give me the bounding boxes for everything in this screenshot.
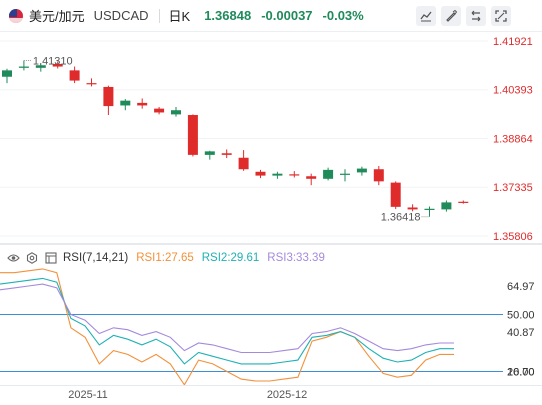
candle-body [204,151,215,155]
candle-body [390,182,401,207]
rsi1-value: RSI1:27.65 [136,252,194,264]
candle-body [69,70,80,81]
rsi-axis-label: 16.70 [507,367,535,379]
price-change-percent: -0.03% [322,8,364,23]
separator [158,8,160,23]
indicator-icon[interactable] [416,6,436,26]
price-axis-label: 1.41921 [493,36,533,48]
rsi-axis-label: 40.87 [507,327,535,339]
symbol-bar: 美元/加元 USDCAD 日K 1.36848 -0.00037 -0.03% [0,0,542,32]
price-axis-label: 1.35806 [493,231,533,243]
candle-body [221,153,232,155]
price-chart[interactable]: 1.41921 1.40393 1.38864 1.37335 1.35806 1.413… [0,32,542,244]
compare-icon[interactable] [466,6,486,26]
timeframe-selector[interactable]: 日K [168,9,191,24]
rsi-axis-label: 50.00 [507,310,535,322]
candle-body [238,157,249,170]
settings-gear-icon[interactable] [25,251,39,265]
candle-body [187,115,198,155]
candle-body [171,110,181,115]
visibility-eye-icon[interactable] [6,251,20,265]
rsi-series-rsi1 [0,268,454,385]
price-change: -0.00037 [261,8,313,23]
pair-name[interactable]: 美元/加元 [29,9,85,24]
max-price-label: 1.41310 [33,55,73,67]
candle-body [407,207,418,210]
candle-body [18,66,29,68]
candle-body [458,201,469,203]
candle-body [2,70,12,77]
rsi-legend: RSI(7,14,21) RSI1:27.65 RSI2:29.61 RSI3:… [6,250,325,266]
time-axis: 2025-11 2025-12 [0,385,542,405]
candle-body [103,86,114,107]
rsi-indicator-label: RSI(7,14,21) [63,252,129,264]
min-price-label: 1.36418 [381,212,421,224]
candle-body [289,174,300,176]
candle-body [272,173,283,176]
candle-body [154,108,165,113]
collapse-box-icon[interactable] [44,251,58,265]
rsi-series-rsi2 [0,277,454,365]
candle-body [441,202,452,210]
ticker-symbol: USDCAD [93,8,149,23]
candle-body [356,168,367,173]
rsi-axis-label: 64.97 [507,281,535,293]
last-price: 1.36848 [204,8,252,23]
rsi2-value: RSI2:29.61 [201,252,260,264]
price-axis-label: 1.37335 [493,182,533,194]
candle-body [306,176,317,179]
draw-icon[interactable] [441,6,461,26]
rsi-axis-label: 20.00 [507,367,535,379]
us-flag-icon [9,8,23,23]
candle-body [137,102,148,106]
candle-body [373,169,384,182]
candle-body [323,169,334,179]
rsi3-value: RSI3:33.39 [267,252,325,264]
candle-body [255,171,266,176]
candle-body [120,100,131,106]
candle-body [52,63,63,67]
pane-divider[interactable] [0,243,542,245]
candle-body [35,65,46,68]
price-axis-label: 1.40393 [493,85,533,97]
candle-body [86,83,97,85]
rsi-series-rsi3 [0,283,454,354]
fullscreen-icon[interactable] [491,6,511,26]
candle-body [340,173,350,175]
x-tick-label: 2025-11 [68,389,108,401]
price-axis-label: 1.38864 [493,133,533,145]
candle-body [424,208,435,210]
x-tick-label: 2025-12 [266,389,308,401]
